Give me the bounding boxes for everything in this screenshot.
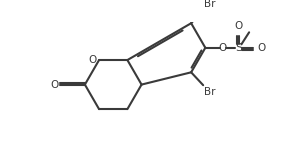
Text: Br: Br <box>204 87 215 97</box>
Text: S: S <box>235 43 242 53</box>
Text: Br: Br <box>204 0 215 9</box>
Text: O: O <box>88 55 97 65</box>
Text: O: O <box>235 21 243 31</box>
Text: O: O <box>218 43 226 53</box>
Text: O: O <box>258 43 266 53</box>
Text: O: O <box>50 80 58 90</box>
